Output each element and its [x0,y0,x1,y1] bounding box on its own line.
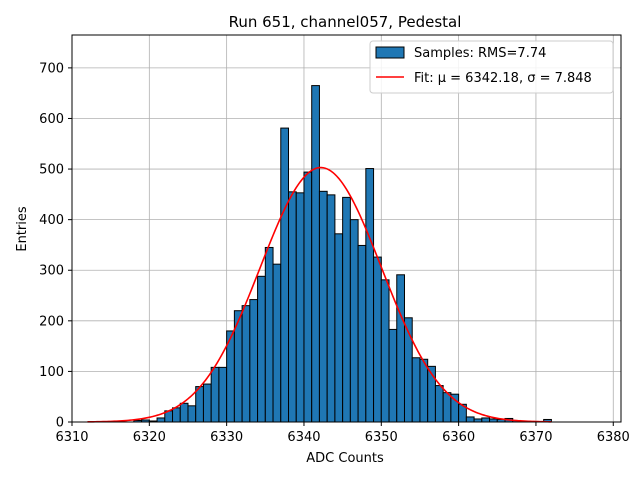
histogram-bar [195,386,204,423]
histogram-bar [326,194,336,423]
x-tick-label: 6370 [519,430,552,445]
fit-layer [87,166,552,423]
histogram-bar [342,196,351,423]
histogram-bar [434,385,444,423]
y-tick-label: 600 [39,112,64,127]
histogram-bar [202,383,212,423]
legend-histogram-swatch [375,46,405,59]
histogram-bar [288,191,297,423]
y-tick-label: 0 [56,416,64,431]
y-tick-label: 400 [39,213,64,228]
histogram-bar [442,392,452,423]
histogram-bar [257,275,266,423]
legend-box [369,40,614,94]
x-tick-label: 6340 [287,430,320,445]
y-axis-label: Entries [15,206,30,252]
histogram-bar [380,279,390,423]
gaussian-fit-curve [87,166,552,423]
histogram-bar [241,305,251,423]
histogram-bar [295,192,305,423]
histogram-bar [388,328,398,423]
histogram-bar [156,417,166,423]
legend: Samples: RMS=7.74 Fit: μ = 6342.18, σ = … [369,40,614,94]
y-tick-label: 300 [39,264,64,279]
x-tick-label: 6330 [210,430,243,445]
histogram-bar [311,85,320,423]
histogram-bar [210,366,220,423]
histogram-bar [249,299,259,423]
histogram-bar [411,357,421,423]
histogram-bar [264,246,274,423]
histogram-bar [349,219,359,423]
histogram-bar [303,171,313,423]
histogram-bar [272,263,282,423]
y-tick-label: 700 [39,61,64,76]
x-tick-label: 6310 [55,430,88,445]
x-tick-label: 6360 [442,430,475,445]
histogram-bar [419,358,429,423]
histogram-bar [172,407,181,423]
chart-title: Run 651, channel057, Pedestal [229,13,462,31]
x-axis-label: ADC Counts [306,451,384,466]
histogram-bar [179,402,189,423]
y-tick-label: 500 [39,163,64,178]
histogram-bar [357,244,367,423]
legend-histogram-label: Samples: RMS=7.74 [414,46,546,61]
histogram-bar [481,417,491,423]
plot-frame [71,34,622,423]
ticks-layer: 6310 6320 6330 6340 6350 6360 6370 6380 0 100 200 3… [39,61,630,445]
histogram-bar [396,274,405,423]
legend-fit-label: Fit: μ = 6342.18, σ = 7.848 [414,71,592,86]
y-tick-label: 200 [39,314,64,329]
bars-layer [133,85,552,423]
histogram-bar [465,416,475,423]
histogram-bar [218,366,228,423]
histogram-bar [280,127,290,423]
histogram-bar [334,233,344,423]
histogram-bar [187,405,197,423]
histogram-bar [365,168,375,423]
histogram-bar [373,256,382,423]
x-tick-label: 6320 [133,430,166,445]
x-tick-label: 6380 [597,430,630,445]
histogram-bar [318,190,328,423]
x-tick-label: 6350 [365,430,398,445]
y-tick-label: 100 [39,365,64,380]
